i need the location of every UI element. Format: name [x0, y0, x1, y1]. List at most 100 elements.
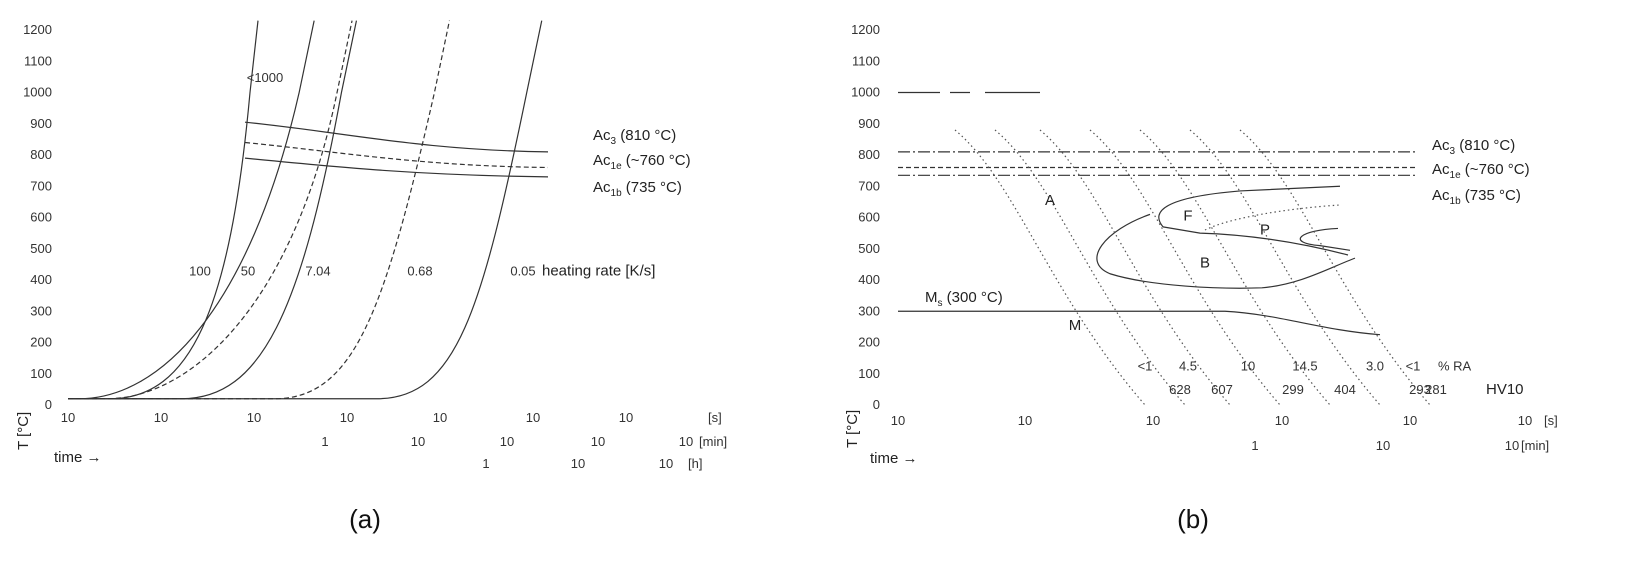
cooling-curve: [1089, 129, 1281, 406]
bainite-curve: [1096, 213, 1356, 289]
ac-label-1e: Ac1e (~760 °C): [1432, 161, 1530, 181]
heating-curve-fast: [109, 20, 259, 400]
x-tick-label-min: 10: [1505, 438, 1519, 453]
y-tick-label: 700: [30, 178, 52, 193]
heating-rate-unit: heating rate [K/s]: [542, 262, 655, 279]
y-tick-label: 100: [858, 366, 880, 381]
x-tick-label-min: 10: [1376, 438, 1390, 453]
region-label-A: A: [1045, 192, 1055, 209]
region-label-M: M: [1069, 317, 1082, 334]
hardness-value: 293: [1409, 382, 1431, 397]
x-unit-s: [s]: [1544, 413, 1558, 428]
hardness-value: 607: [1211, 382, 1233, 397]
ms-line: [898, 310, 1381, 336]
ra-unit: % RA: [1438, 359, 1472, 374]
x-tick-label-min: 10: [679, 434, 693, 449]
ra-value: <1: [1138, 359, 1153, 374]
ac-line-1e: [244, 141, 549, 169]
x-tick-label-min: 10: [500, 434, 514, 449]
y-tick-label: 700: [858, 178, 880, 193]
ac-label-1b: Ac1b (735 °C): [593, 179, 682, 199]
panel-label: (b): [1177, 504, 1209, 534]
y-tick-label: 1000: [851, 85, 880, 100]
y-tick-label: 1200: [23, 22, 52, 37]
y-tick-label: 0: [45, 397, 52, 412]
ferrite-finish-curve: [1162, 226, 1349, 256]
heating-curve-0.68: [68, 20, 451, 400]
y-tick-label: 600: [30, 210, 52, 225]
y-tick-label: 1000: [23, 85, 52, 100]
panel-label: (a): [349, 504, 381, 534]
heating-rate-label: 0.05: [510, 263, 535, 278]
y-tick-label: 1200: [851, 22, 880, 37]
x-tick-label-s: 10: [247, 410, 261, 425]
region-label-P: P: [1260, 222, 1270, 239]
cooling-curve: [954, 129, 1146, 406]
y-tick-label: 1100: [24, 53, 52, 68]
x-unit-s: [s]: [708, 410, 722, 425]
x-unit-min: [min]: [1521, 438, 1549, 453]
ac-label-3: Ac3 (810 °C): [1432, 137, 1515, 157]
heating-curve-100: [68, 20, 315, 400]
x-tick-label-s: 10: [433, 410, 447, 425]
ra-value: 3.0: [1366, 359, 1384, 374]
panel-a-cht-diagram: 0100200300400500600700800900100011001200…: [15, 20, 727, 534]
y-tick-label: 300: [858, 303, 880, 318]
x-tick-label-s: 10: [1275, 413, 1289, 428]
x-tick-label-min: 10: [411, 434, 425, 449]
y-tick-label: 100: [30, 366, 52, 381]
x-tick-label-s: 10: [340, 410, 354, 425]
hardness-value: 404: [1334, 382, 1356, 397]
y-tick-label: 200: [858, 335, 880, 350]
region-label-F: F: [1183, 208, 1192, 225]
y-tick-label: 500: [858, 241, 880, 256]
x-tick-label-s: 10: [61, 410, 75, 425]
x-unit-h: [h]: [688, 456, 702, 471]
y-tick-label: 500: [30, 241, 52, 256]
y-tick-label: 900: [30, 116, 52, 131]
x-tick-label-s: 10: [1403, 413, 1417, 428]
x-tick-label-s: 10: [1518, 413, 1532, 428]
x-unit-min: [min]: [699, 434, 727, 449]
cooling-curve: [994, 129, 1186, 406]
top-rate-label: <1000: [247, 70, 284, 85]
panel-b-cct-diagram: 0 100 200 300 400 500 600 700 800 900 1000 1100 1200…: [844, 22, 1558, 534]
x-tick-label-s: 10: [1146, 413, 1160, 428]
cooling-curve: [1239, 129, 1431, 406]
ra-value: 4.5: [1179, 359, 1197, 374]
region-label-B: B: [1200, 255, 1210, 272]
ra-value: <1: [1406, 359, 1421, 374]
x-tick-label-h: 1: [482, 456, 489, 471]
heating-curve-7.04: [68, 20, 358, 400]
cooling-curve: [1189, 129, 1381, 406]
heating-rate-label: 0.68: [407, 263, 432, 278]
ac-line-1b: [244, 157, 549, 178]
hardness-value: 281: [1425, 382, 1447, 397]
pearlite-finish-curve: [1299, 227, 1351, 251]
ac-label-1e: Ac1e (~760 °C): [593, 152, 691, 172]
ra-value: 14.5: [1292, 359, 1317, 374]
hardness-unit: HV10: [1486, 381, 1524, 398]
y-tick-label: 600: [858, 210, 880, 225]
y-tick-label: 900: [858, 116, 880, 131]
x-tick-label-min: 10: [591, 434, 605, 449]
y-tick-label: 1100: [852, 53, 880, 68]
heating-rate-label: 7.04: [305, 263, 330, 278]
x-tick-label-s: 10: [619, 410, 633, 425]
x-axis-label: time →: [870, 450, 918, 467]
heating-curve-0.05: [68, 20, 543, 400]
y-tick-label: 800: [30, 147, 52, 162]
pearlite-start-curve: [1204, 204, 1341, 231]
heating-rate-label: 50: [241, 263, 255, 278]
cooling-curve: [1039, 129, 1231, 406]
x-axis-label: time →: [54, 449, 102, 466]
ra-value: 10: [1241, 359, 1255, 374]
heating-curve-50: [68, 20, 353, 400]
ms-label: Ms (300 °C): [925, 289, 1003, 309]
x-tick-label-s: 10: [891, 413, 905, 428]
x-tick-label-s: 10: [154, 410, 168, 425]
x-tick-label-min: 1: [321, 434, 328, 449]
x-tick-label-s: 10: [1018, 413, 1032, 428]
y-tick-label: 300: [30, 303, 52, 318]
x-tick-label-h: 10: [571, 456, 585, 471]
